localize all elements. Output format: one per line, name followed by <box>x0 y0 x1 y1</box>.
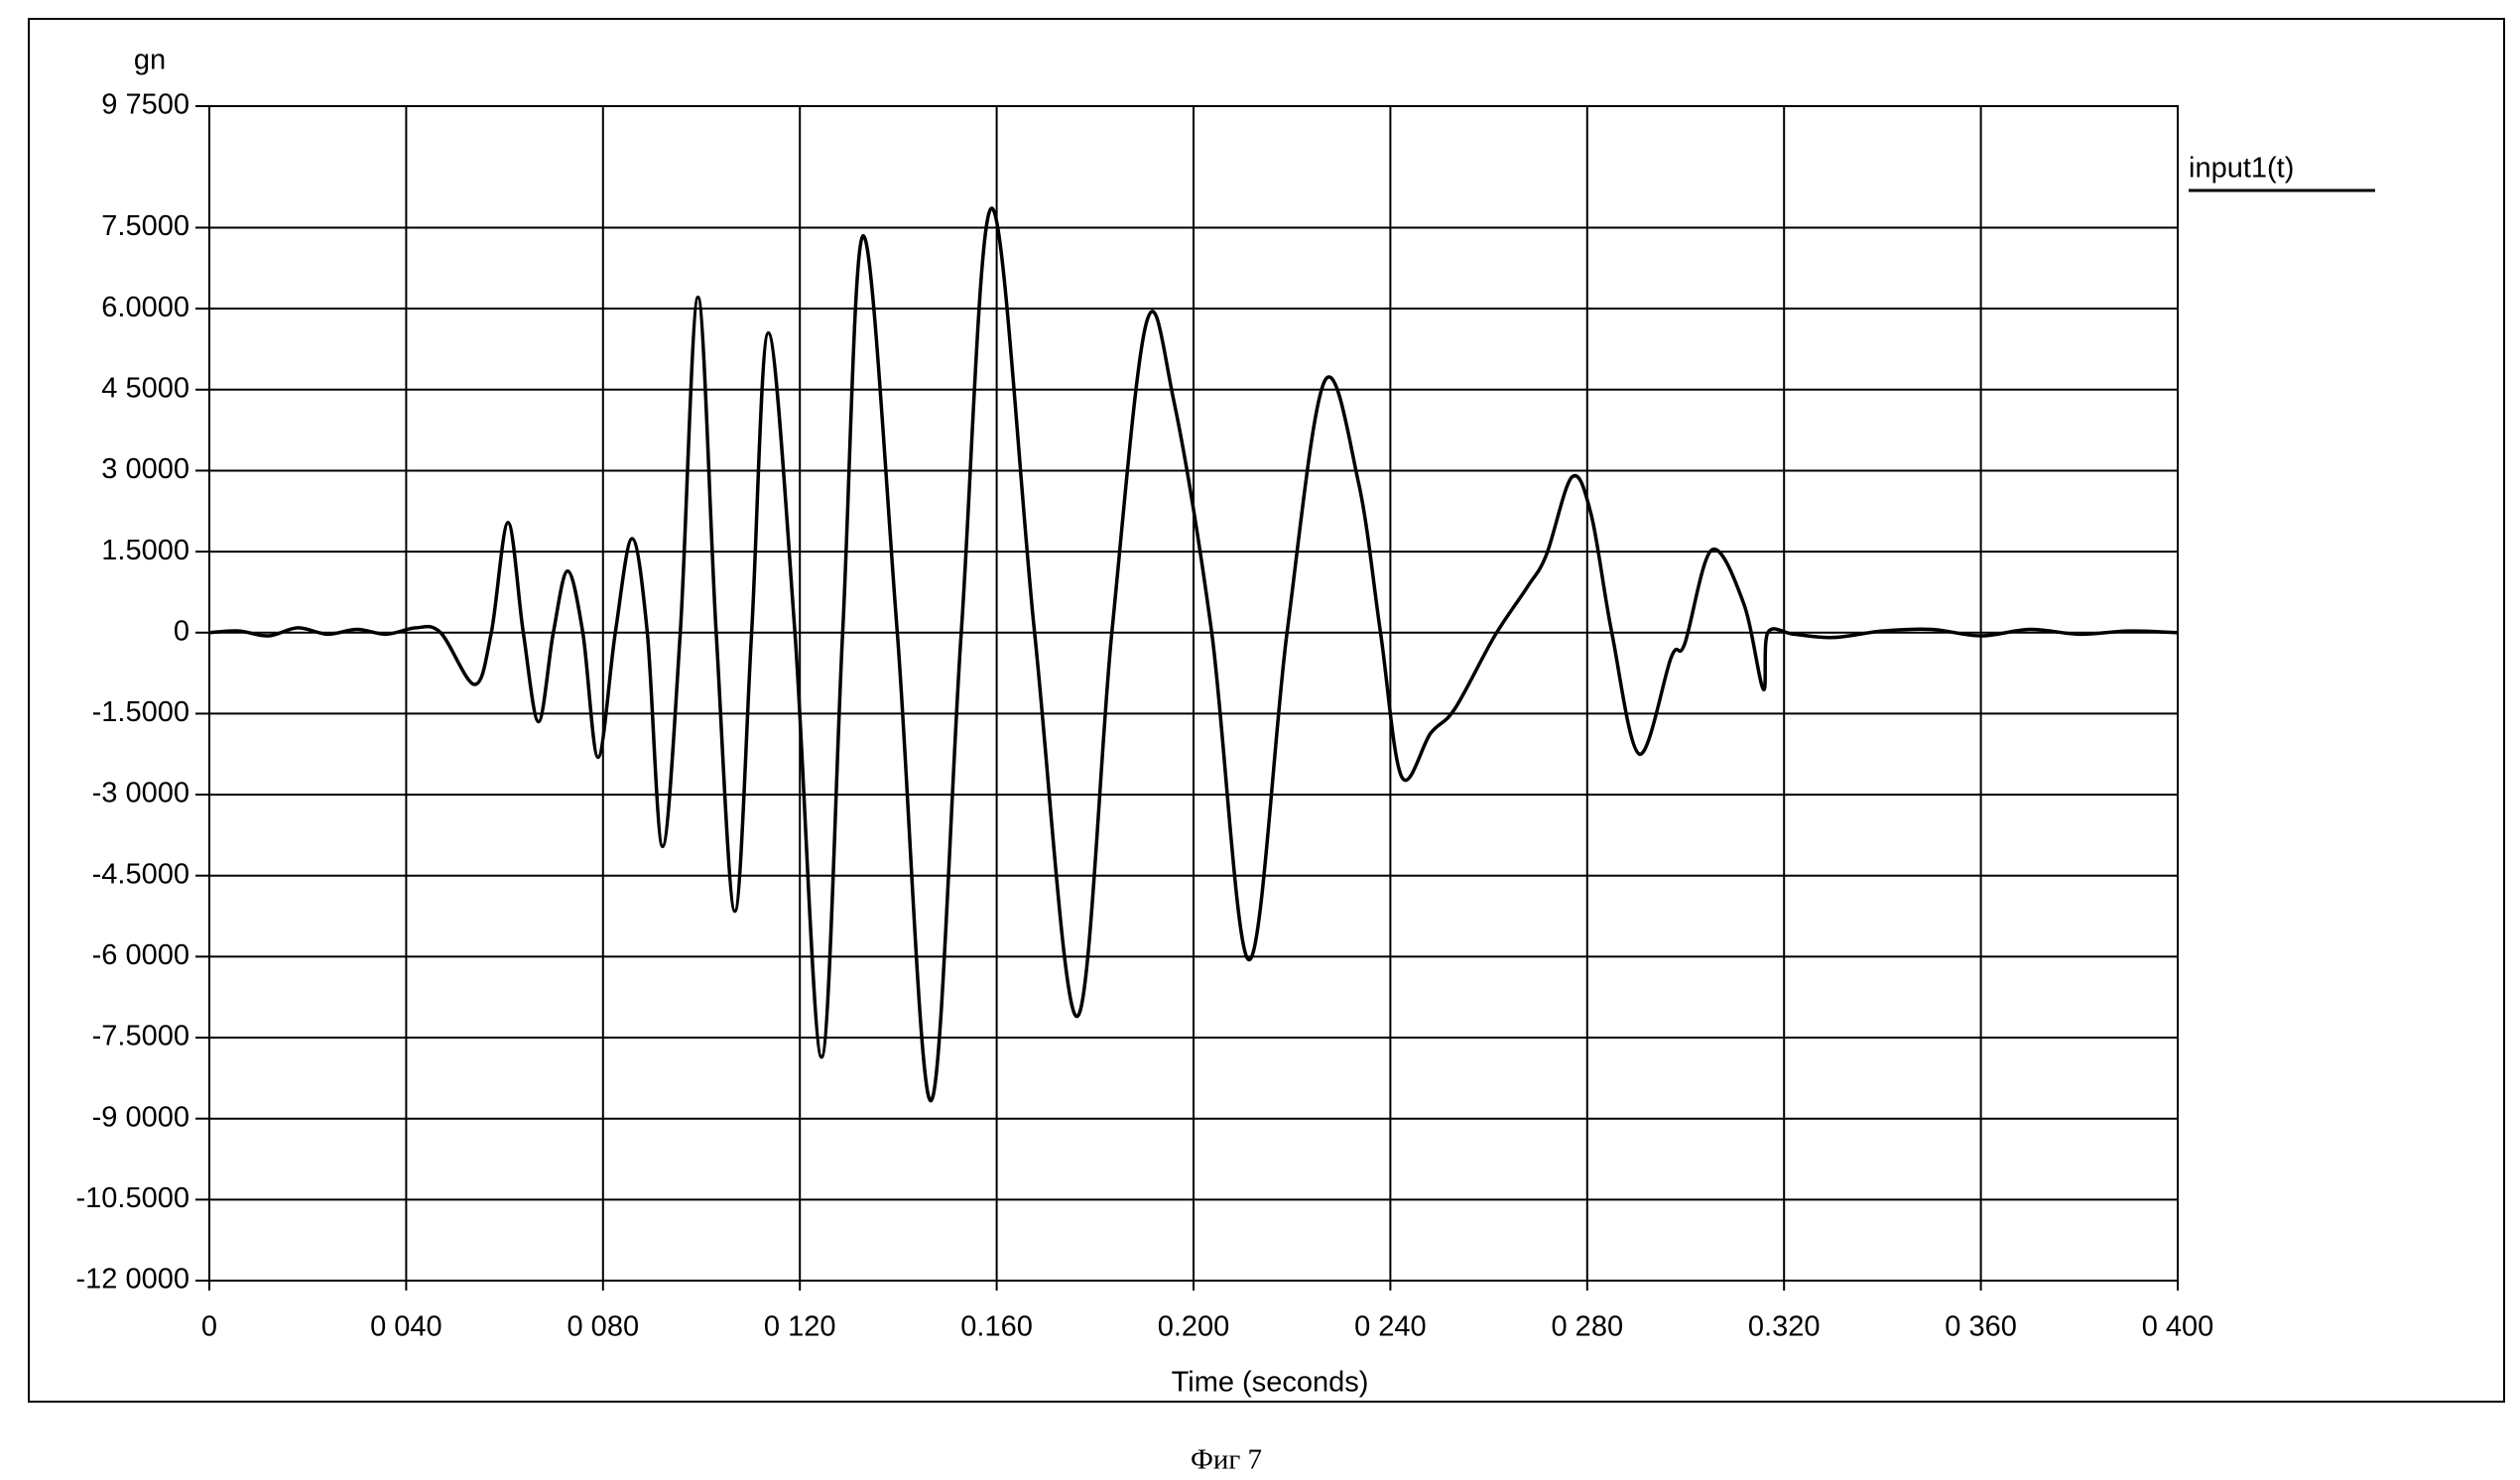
y-tick-label: -6 0000 <box>92 939 189 971</box>
y-tick-label: -4.5000 <box>92 858 189 890</box>
x-tick-label: 0 280 <box>1552 1311 1624 1343</box>
chart: gn Time (seconds) Фиг 7 9 7500 7.5000 6.00… <box>0 0 2520 1480</box>
y-axis-label: gn <box>134 45 166 76</box>
x-tick-label: 0.320 <box>1748 1311 1821 1343</box>
x-tick-label: 0 040 <box>370 1311 442 1343</box>
figure-caption: Фиг 7 <box>1191 1444 1262 1476</box>
x-tick-label: 0 360 <box>1945 1311 2017 1343</box>
y-tick-label: -10.5000 <box>76 1182 190 1214</box>
x-tick-label: 0 400 <box>2142 1311 2214 1343</box>
y-tick-label: 6.0000 <box>101 292 189 323</box>
y-tick-label: 0 <box>174 615 189 647</box>
y-tick-label: -12 0000 <box>76 1264 190 1295</box>
x-tick-label: 0.160 <box>960 1311 1033 1343</box>
y-tick-label: 1.5000 <box>101 535 189 566</box>
legend-label: input1(t) <box>2189 153 2294 185</box>
y-tick-label: -7.5000 <box>92 1021 189 1052</box>
x-tick-label: 0 080 <box>567 1311 640 1343</box>
y-tick-label: -9 0000 <box>92 1101 189 1133</box>
page: gn Time (seconds) Фиг 7 9 7500 7.5000 6.00… <box>0 0 2520 1480</box>
y-tick-label: 9 7500 <box>101 89 189 121</box>
x-tick-label: 0 120 <box>764 1311 836 1343</box>
y-tick-label: 4 5000 <box>101 372 189 404</box>
y-tick-label: -1.5000 <box>92 696 189 728</box>
x-tick-label: 0 <box>201 1311 217 1343</box>
x-axis-label: Time (seconds) <box>1172 1367 1369 1399</box>
x-tick-label: 0.200 <box>1158 1311 1230 1343</box>
x-tick-label: 0 240 <box>1354 1311 1427 1343</box>
y-tick-label: 3 0000 <box>101 453 189 485</box>
y-tick-label: 7.5000 <box>101 210 189 242</box>
chart-frame <box>29 19 2504 1402</box>
y-tick-label: -3 0000 <box>92 778 189 809</box>
